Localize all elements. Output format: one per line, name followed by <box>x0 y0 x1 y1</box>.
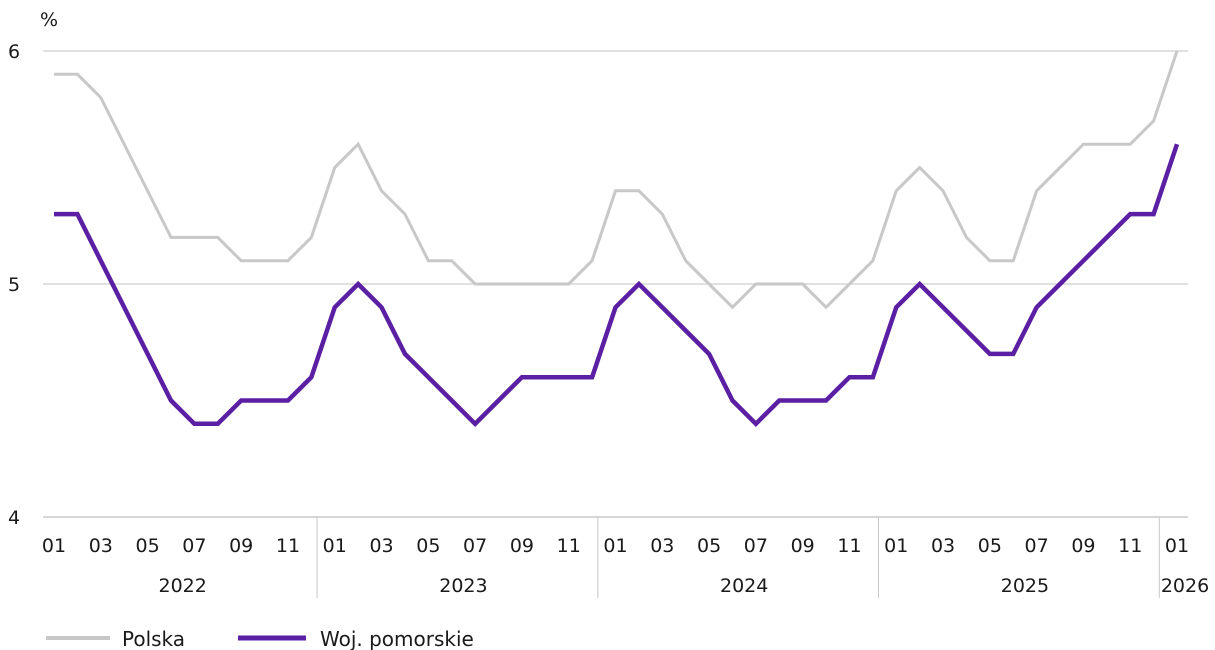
x-tick-label: 11 <box>1118 535 1142 557</box>
axes: % 4 5 6 01 03 05 07 09 11 01 03 05 07 09 11 01 03 05 07 09 1… <box>8 9 1209 598</box>
x-tick-label: 11 <box>837 535 861 557</box>
x-tick-label: 11 <box>276 535 300 557</box>
x-tick-label: 05 <box>697 535 721 557</box>
x-tick-label: 01 <box>603 535 627 557</box>
x-tick-label: 09 <box>229 535 253 557</box>
year-label: 2026 <box>1161 575 1209 597</box>
x-tick-label: 05 <box>978 535 1002 557</box>
year-label: 2023 <box>439 575 487 597</box>
y-tick-label: 4 <box>8 507 20 529</box>
legend-label-polska: Polska <box>122 627 185 650</box>
series-line-polska <box>54 50 1179 310</box>
x-tick-label: 01 <box>42 535 66 557</box>
y-axis-label: % <box>40 9 58 31</box>
x-tick-label: 07 <box>463 535 487 557</box>
x-tick-label: 11 <box>557 535 581 557</box>
y-tick-label: 6 <box>8 41 20 63</box>
x-tick-label: 01 <box>323 535 347 557</box>
x-tick-label: 03 <box>931 535 955 557</box>
x-tick-label: 07 <box>182 535 206 557</box>
legend: Polska Woj. pomorskie <box>46 627 474 650</box>
x-tick-label: 01 <box>1165 535 1189 557</box>
x-tick-label: 07 <box>744 535 768 557</box>
x-tick-label: 09 <box>791 535 815 557</box>
y-tick-label: 5 <box>8 274 20 296</box>
x-tick-label: 03 <box>650 535 674 557</box>
x-tick-label: 09 <box>1071 535 1095 557</box>
x-tick-label: 03 <box>369 535 393 557</box>
legend-label-pomorskie: Woj. pomorskie <box>320 627 474 650</box>
x-tick-label: 03 <box>89 535 113 557</box>
grid-lines <box>43 50 1188 518</box>
x-tick-label: 09 <box>510 535 534 557</box>
series-lines <box>54 50 1180 427</box>
x-tick-label: 01 <box>884 535 908 557</box>
year-label: 2024 <box>720 575 768 597</box>
x-tick-label: 05 <box>416 535 440 557</box>
series-line-pomorskie <box>54 143 1180 427</box>
x-tick-label: 05 <box>135 535 159 557</box>
year-label: 2022 <box>158 575 206 597</box>
x-tick-label: 07 <box>1025 535 1049 557</box>
year-label: 2025 <box>1001 575 1049 597</box>
